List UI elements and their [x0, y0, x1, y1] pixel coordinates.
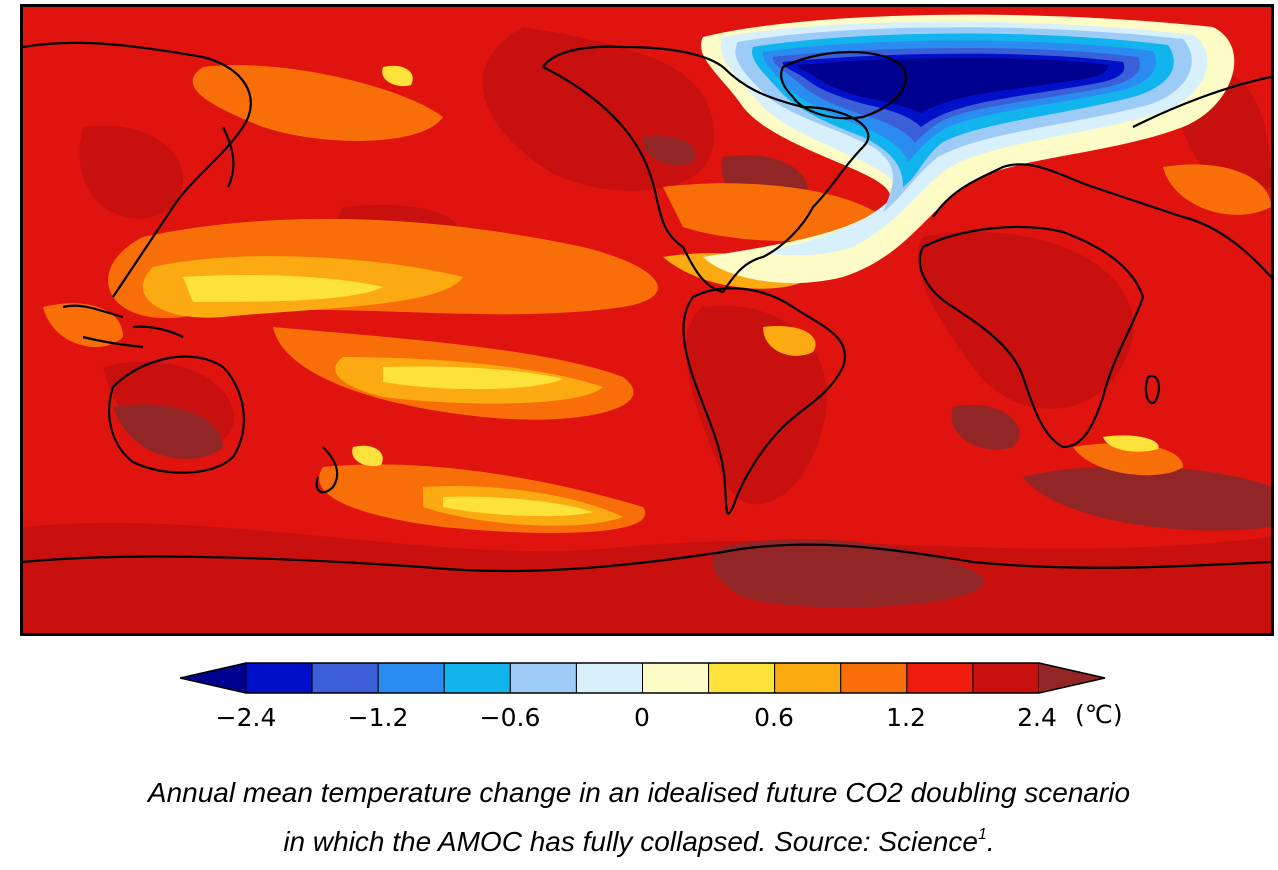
colorbar-segment — [906, 662, 974, 694]
colorbar-segment — [972, 662, 1040, 694]
colorbar — [180, 662, 1106, 694]
colorbar-tick-label: 1.2 — [886, 703, 926, 732]
australia-coast — [108, 355, 245, 474]
colorbar-outline — [180, 662, 1106, 694]
colorbar-unit-label: (℃) — [1075, 700, 1123, 729]
colorbar-segment — [840, 662, 908, 694]
caption-line-2-text: in which the AMOC has fully collapsed. S… — [283, 826, 978, 857]
colorbar-tick-label: 0 — [634, 703, 650, 732]
north-atlantic-cold-anomaly — [701, 14, 1235, 284]
greenland-coast — [779, 50, 907, 120]
colorbar-segment — [575, 662, 643, 694]
colorbar-tick-label: 2.4 — [1017, 703, 1057, 732]
south-america-coast — [682, 287, 846, 515]
caption-line-1: Annual mean temperature change in an ide… — [147, 777, 1131, 808]
indonesia-coast — [62, 304, 184, 349]
colorbar-segments — [180, 662, 1105, 694]
colorbar-tick-label: −0.6 — [479, 703, 541, 732]
asia-east-coast — [23, 41, 252, 298]
antarctica-coast — [23, 543, 1271, 573]
madagascar-coast — [1144, 374, 1161, 405]
figure-caption: Annual mean temperature change in an ide… — [0, 772, 1278, 863]
colorbar-segment — [642, 662, 710, 694]
colorbar-segment — [443, 662, 511, 694]
colorbar-segment — [245, 662, 313, 694]
eurasia-coast-north — [1132, 75, 1271, 128]
colorbar-tick-label: −2.4 — [215, 703, 277, 732]
caption-footnote-marker: 1 — [977, 826, 987, 843]
colorbar-segment — [311, 662, 379, 694]
colorbar-segment — [509, 662, 577, 694]
colorbar-segment — [377, 662, 445, 694]
north-america-coast — [541, 45, 870, 294]
map-svg — [23, 7, 1271, 633]
japan-coast — [222, 126, 235, 188]
coastlines — [23, 41, 1271, 573]
colorbar-left-arrow — [180, 663, 246, 693]
new-zealand-coast — [315, 446, 339, 494]
yellow-bands — [183, 65, 1159, 517]
eurasia-coast-south — [932, 163, 1271, 278]
africa-coast — [918, 225, 1145, 449]
caption-line-2-end: . — [986, 826, 995, 857]
caption-line-2: in which the AMOC has fully collapsed. S… — [0, 814, 1278, 863]
colorbar-segment — [774, 662, 842, 694]
colorbar-tick-label: 0.6 — [754, 703, 794, 732]
colorbar-right-arrow — [1039, 663, 1105, 693]
colorbar-segment — [708, 662, 776, 694]
colorbar-tick-label: −1.2 — [347, 703, 409, 732]
temperature-anomaly-map — [20, 4, 1274, 636]
